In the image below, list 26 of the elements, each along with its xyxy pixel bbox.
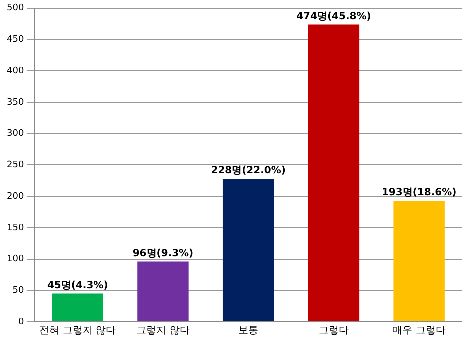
y-tick-label: 400 (6, 66, 24, 76)
x-tick-label: 전혀 그렇지 않다 (40, 326, 116, 337)
y-tick-label: 300 (6, 129, 24, 140)
y-tick-label: 450 (6, 35, 24, 46)
y-tick-label: 100 (6, 254, 24, 265)
x-tick-label: 보통 (238, 326, 259, 337)
data-label: 193명(18.6%) (382, 188, 457, 199)
y-tick-label: 50 (12, 286, 24, 296)
data-label: 228명(22.0%) (211, 166, 286, 177)
y-tick-label: 500 (6, 4, 24, 14)
x-tick-label: 그렇다 (318, 326, 349, 337)
data-label: 96명(9.3%) (132, 248, 194, 260)
y-tick-label: 150 (6, 223, 24, 234)
bar (138, 262, 189, 322)
y-tick-label: 200 (6, 192, 24, 202)
bar (308, 24, 360, 322)
data-label: 45명(4.3%) (47, 280, 108, 292)
bar (394, 200, 445, 322)
data-label: 474명(45.8%) (296, 11, 372, 22)
x-tick-label: 그렇지 않다 (136, 326, 190, 337)
y-tick-label: 350 (6, 98, 24, 108)
y-tick-label: 250 (6, 160, 24, 171)
y-tick-label: 0 (18, 317, 24, 328)
bar (222, 179, 274, 322)
x-tick-label: 매우 그렇다 (392, 326, 446, 337)
bar (52, 294, 104, 322)
